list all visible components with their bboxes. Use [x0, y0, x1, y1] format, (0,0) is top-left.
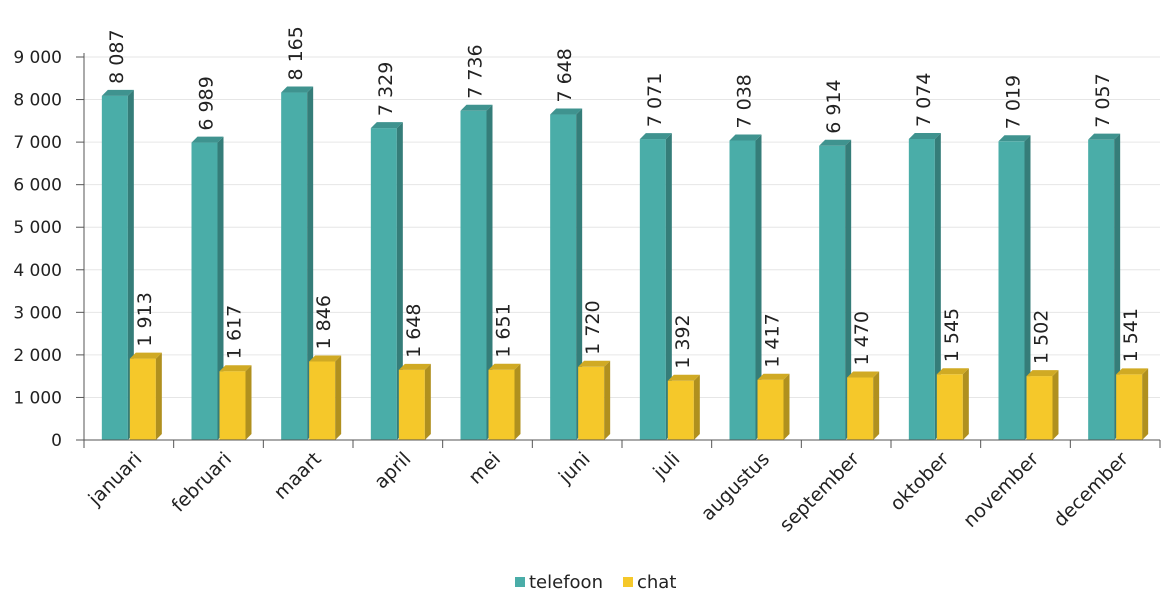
x-category-label: januari	[84, 448, 147, 511]
bar-telefoon	[281, 86, 314, 441]
bar-telefoon	[819, 139, 852, 441]
bars	[101, 86, 1149, 441]
y-tick-label: 6 000	[13, 176, 62, 196]
bar-telefoon	[639, 133, 672, 440]
y-axis: 0 1 000 2 000 3 000 4 000 5 000 6 000 7 000 8 00…	[13, 48, 85, 451]
bar-telefoon	[550, 108, 583, 441]
bar-telefoon	[370, 122, 403, 440]
data-label-chat: 1 502	[1031, 310, 1053, 364]
x-category-label: juni	[554, 448, 595, 489]
data-label-telefoon: 7 074	[913, 73, 935, 127]
bar-telefoon	[908, 132, 941, 440]
x-category-label: november	[959, 448, 1043, 532]
data-label-telefoon: 8 165	[285, 26, 307, 80]
bar-chat	[936, 368, 969, 440]
data-label-telefoon: 7 329	[375, 62, 397, 116]
bar-chat	[398, 363, 431, 440]
data-label-chat: 1 651	[493, 303, 515, 357]
bar-telefoon	[729, 134, 762, 440]
bar-chat	[667, 374, 700, 440]
legend-label-telefoon: telefoon	[529, 572, 603, 593]
data-label-chat: 1 541	[1120, 308, 1142, 362]
y-tick-label: 1 000	[13, 388, 62, 408]
y-tick-label: 8 000	[13, 91, 62, 111]
y-tick-label: 9 000	[13, 48, 62, 68]
bar-chat	[1026, 370, 1059, 440]
x-category-label: april	[370, 448, 415, 493]
bar-telefoon	[460, 104, 493, 440]
y-tick-label: 5 000	[13, 218, 62, 238]
bar-chat	[219, 365, 252, 440]
x-category-label: maart	[270, 448, 326, 504]
x-category-label: februari	[167, 448, 236, 517]
data-label-telefoon: 8 087	[106, 29, 128, 83]
data-label-chat: 1 720	[582, 300, 604, 354]
y-tick-label: 4 000	[13, 261, 62, 281]
data-label-chat: 1 417	[762, 313, 784, 367]
data-label-telefoon: 7 736	[465, 44, 487, 98]
data-label-chat: 1 648	[403, 303, 425, 357]
y-tick-label: 3 000	[13, 303, 62, 323]
y-tick-label: 0	[51, 431, 62, 451]
bar-telefoon	[101, 89, 134, 441]
legend: telefoon chat	[515, 572, 676, 593]
bar-chat	[847, 371, 880, 440]
data-label-telefoon: 7 019	[1003, 75, 1025, 129]
bar-chat	[488, 363, 521, 440]
bar-chat	[309, 355, 342, 440]
x-category-label: augustus	[697, 448, 774, 525]
legend-label-chat: chat	[637, 572, 676, 593]
bar-chat	[1116, 368, 1149, 440]
bar-chat	[757, 373, 790, 440]
x-category-label: oktober	[886, 448, 953, 515]
x-category-label: december	[1049, 448, 1133, 532]
data-label-chat: 1 470	[851, 311, 873, 365]
data-label-chat: 1 545	[941, 308, 963, 362]
legend-swatch-telefoon	[515, 577, 525, 587]
data-label-telefoon: 7 071	[644, 73, 666, 127]
data-label-chat: 1 392	[672, 314, 694, 368]
data-label-telefoon: 6 989	[196, 76, 218, 130]
data-label-telefoon: 7 648	[554, 48, 576, 102]
legend-swatch-chat	[623, 577, 633, 587]
y-tick-label: 2 000	[13, 346, 62, 366]
bar-chat	[129, 352, 162, 440]
bar-telefoon	[998, 135, 1031, 440]
y-tick-label: 7 000	[13, 133, 62, 153]
data-label-telefoon: 6 914	[823, 79, 845, 133]
x-category-label: juli	[648, 448, 684, 484]
data-label-chat: 1 846	[313, 295, 335, 349]
bar-telefoon	[191, 136, 224, 440]
bar-telefoon	[1088, 133, 1121, 441]
data-label-chat: 1 617	[224, 305, 246, 359]
grid-lines	[84, 56, 1160, 398]
data-label-telefoon: 7 057	[1092, 73, 1114, 127]
data-label-telefoon: 7 038	[734, 74, 756, 128]
x-category-label: mei	[464, 448, 505, 489]
bar-chat	[578, 360, 611, 440]
x-axis: januari februari maart april mei juni juli augu…	[83, 439, 1161, 536]
data-labels: 8 087 6 989 8 165 7 329 7 736 7 648 7 071 7 038…	[106, 26, 1142, 369]
data-label-chat: 1 913	[134, 292, 156, 346]
x-category-label: september	[775, 448, 863, 536]
